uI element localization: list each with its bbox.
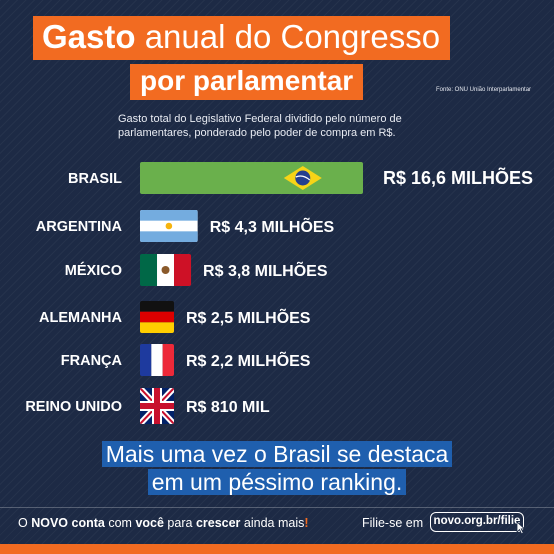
- flag-stripe-top: [140, 301, 174, 312]
- footer-t1: O: [18, 516, 28, 530]
- bar-row: REINO UNIDO R$ 810 MIL: [25, 388, 270, 424]
- bar-fill: [140, 388, 174, 424]
- flag-stripe-top: [140, 210, 198, 221]
- caption-line-2: em um péssimo ranking.: [147, 469, 407, 495]
- footer-t4: ainda mais: [243, 516, 305, 530]
- footer-slogan: O NOVO conta com você para crescer ainda…: [18, 516, 309, 530]
- title-rest: anual do Congresso: [144, 18, 441, 55]
- flag-stripe-middle: [151, 344, 163, 376]
- category-label: FRANÇA: [61, 353, 123, 369]
- category-label: ARGENTINA: [36, 219, 123, 235]
- footer-b2: você: [135, 516, 164, 530]
- bar-fill: [140, 254, 192, 286]
- bar-fill: [140, 162, 363, 194]
- flag-stripe-right: [162, 344, 174, 376]
- bar-fill: [140, 301, 174, 333]
- footer-b1: NOVO conta: [31, 516, 105, 530]
- value-label: R$ 3,8 MILHÕES: [203, 260, 328, 280]
- subtitle: Gasto total do Legislativo Federal divid…: [118, 113, 402, 139]
- footer-bang: !: [304, 516, 309, 530]
- bar-fill: [140, 210, 198, 242]
- title-line-1: Gasto anual do Congresso: [33, 16, 451, 60]
- flag-stripe-bottom: [140, 322, 174, 333]
- value-label: R$ 2,2 MILHÕES: [186, 350, 311, 370]
- category-label: REINO UNIDO: [25, 399, 122, 415]
- flag-stripe-left: [140, 344, 152, 376]
- bar-chart: BRASIL R$ 16,6 MILHÕES ARGENTINA R$ 4,3 MIL…: [25, 162, 533, 424]
- flag-globe: [295, 170, 311, 186]
- caption-line-1: Mais uma vez o Brasil se destaca: [101, 441, 453, 467]
- value-label: R$ 4,3 MILHÕES: [210, 216, 335, 236]
- title-bold: Gasto: [42, 18, 136, 55]
- caption: Mais uma vez o Brasil se destaca em um p…: [0, 440, 554, 496]
- flag-stripe-bottom: [140, 231, 198, 242]
- title-line-2: por parlamentar: [130, 64, 364, 100]
- footer-t3: para: [167, 516, 193, 530]
- category-label: BRASIL: [68, 171, 122, 187]
- footer-t2: com: [108, 516, 132, 530]
- flag-cross-red-h: [140, 403, 174, 409]
- footer-divider: [0, 507, 554, 508]
- footer-b3: crescer: [195, 516, 241, 530]
- bar-row: ARGENTINA R$ 4,3 MILHÕES: [36, 210, 335, 242]
- source-note: Fonte: ONU União Interparlamentar: [436, 87, 532, 93]
- value-label: R$ 16,6 MILHÕES: [383, 167, 533, 188]
- flag-stripe-left: [140, 254, 158, 286]
- bar-row: BRASIL R$ 16,6 MILHÕES: [68, 162, 533, 194]
- category-label: MÉXICO: [65, 262, 122, 279]
- flag-emblem: [161, 266, 170, 274]
- bar-fill: [140, 344, 174, 376]
- footer-link-button[interactable]: novo.org.br/filie: [430, 512, 524, 532]
- bar-row: FRANÇA R$ 2,2 MILHÕES: [61, 344, 311, 376]
- flag-sun: [165, 222, 173, 230]
- footer-cta: Filie-se em: [362, 516, 424, 530]
- flag-band: [295, 175, 311, 181]
- flag-stripe-right: [174, 254, 192, 286]
- flag-stripe-middle: [140, 311, 174, 323]
- category-label: ALEMANHA: [39, 310, 122, 326]
- value-label: R$ 810 MIL: [186, 399, 270, 416]
- bar-row: ALEMANHA R$ 2,5 MILHÕES: [39, 301, 311, 333]
- value-label: R$ 2,5 MILHÕES: [186, 307, 311, 327]
- flag-field: [140, 162, 363, 194]
- bar-row: MÉXICO R$ 3,8 MILHÕES: [65, 254, 328, 286]
- bottom-accent-bar: [0, 544, 554, 554]
- cursor-arrow-icon: [516, 521, 526, 535]
